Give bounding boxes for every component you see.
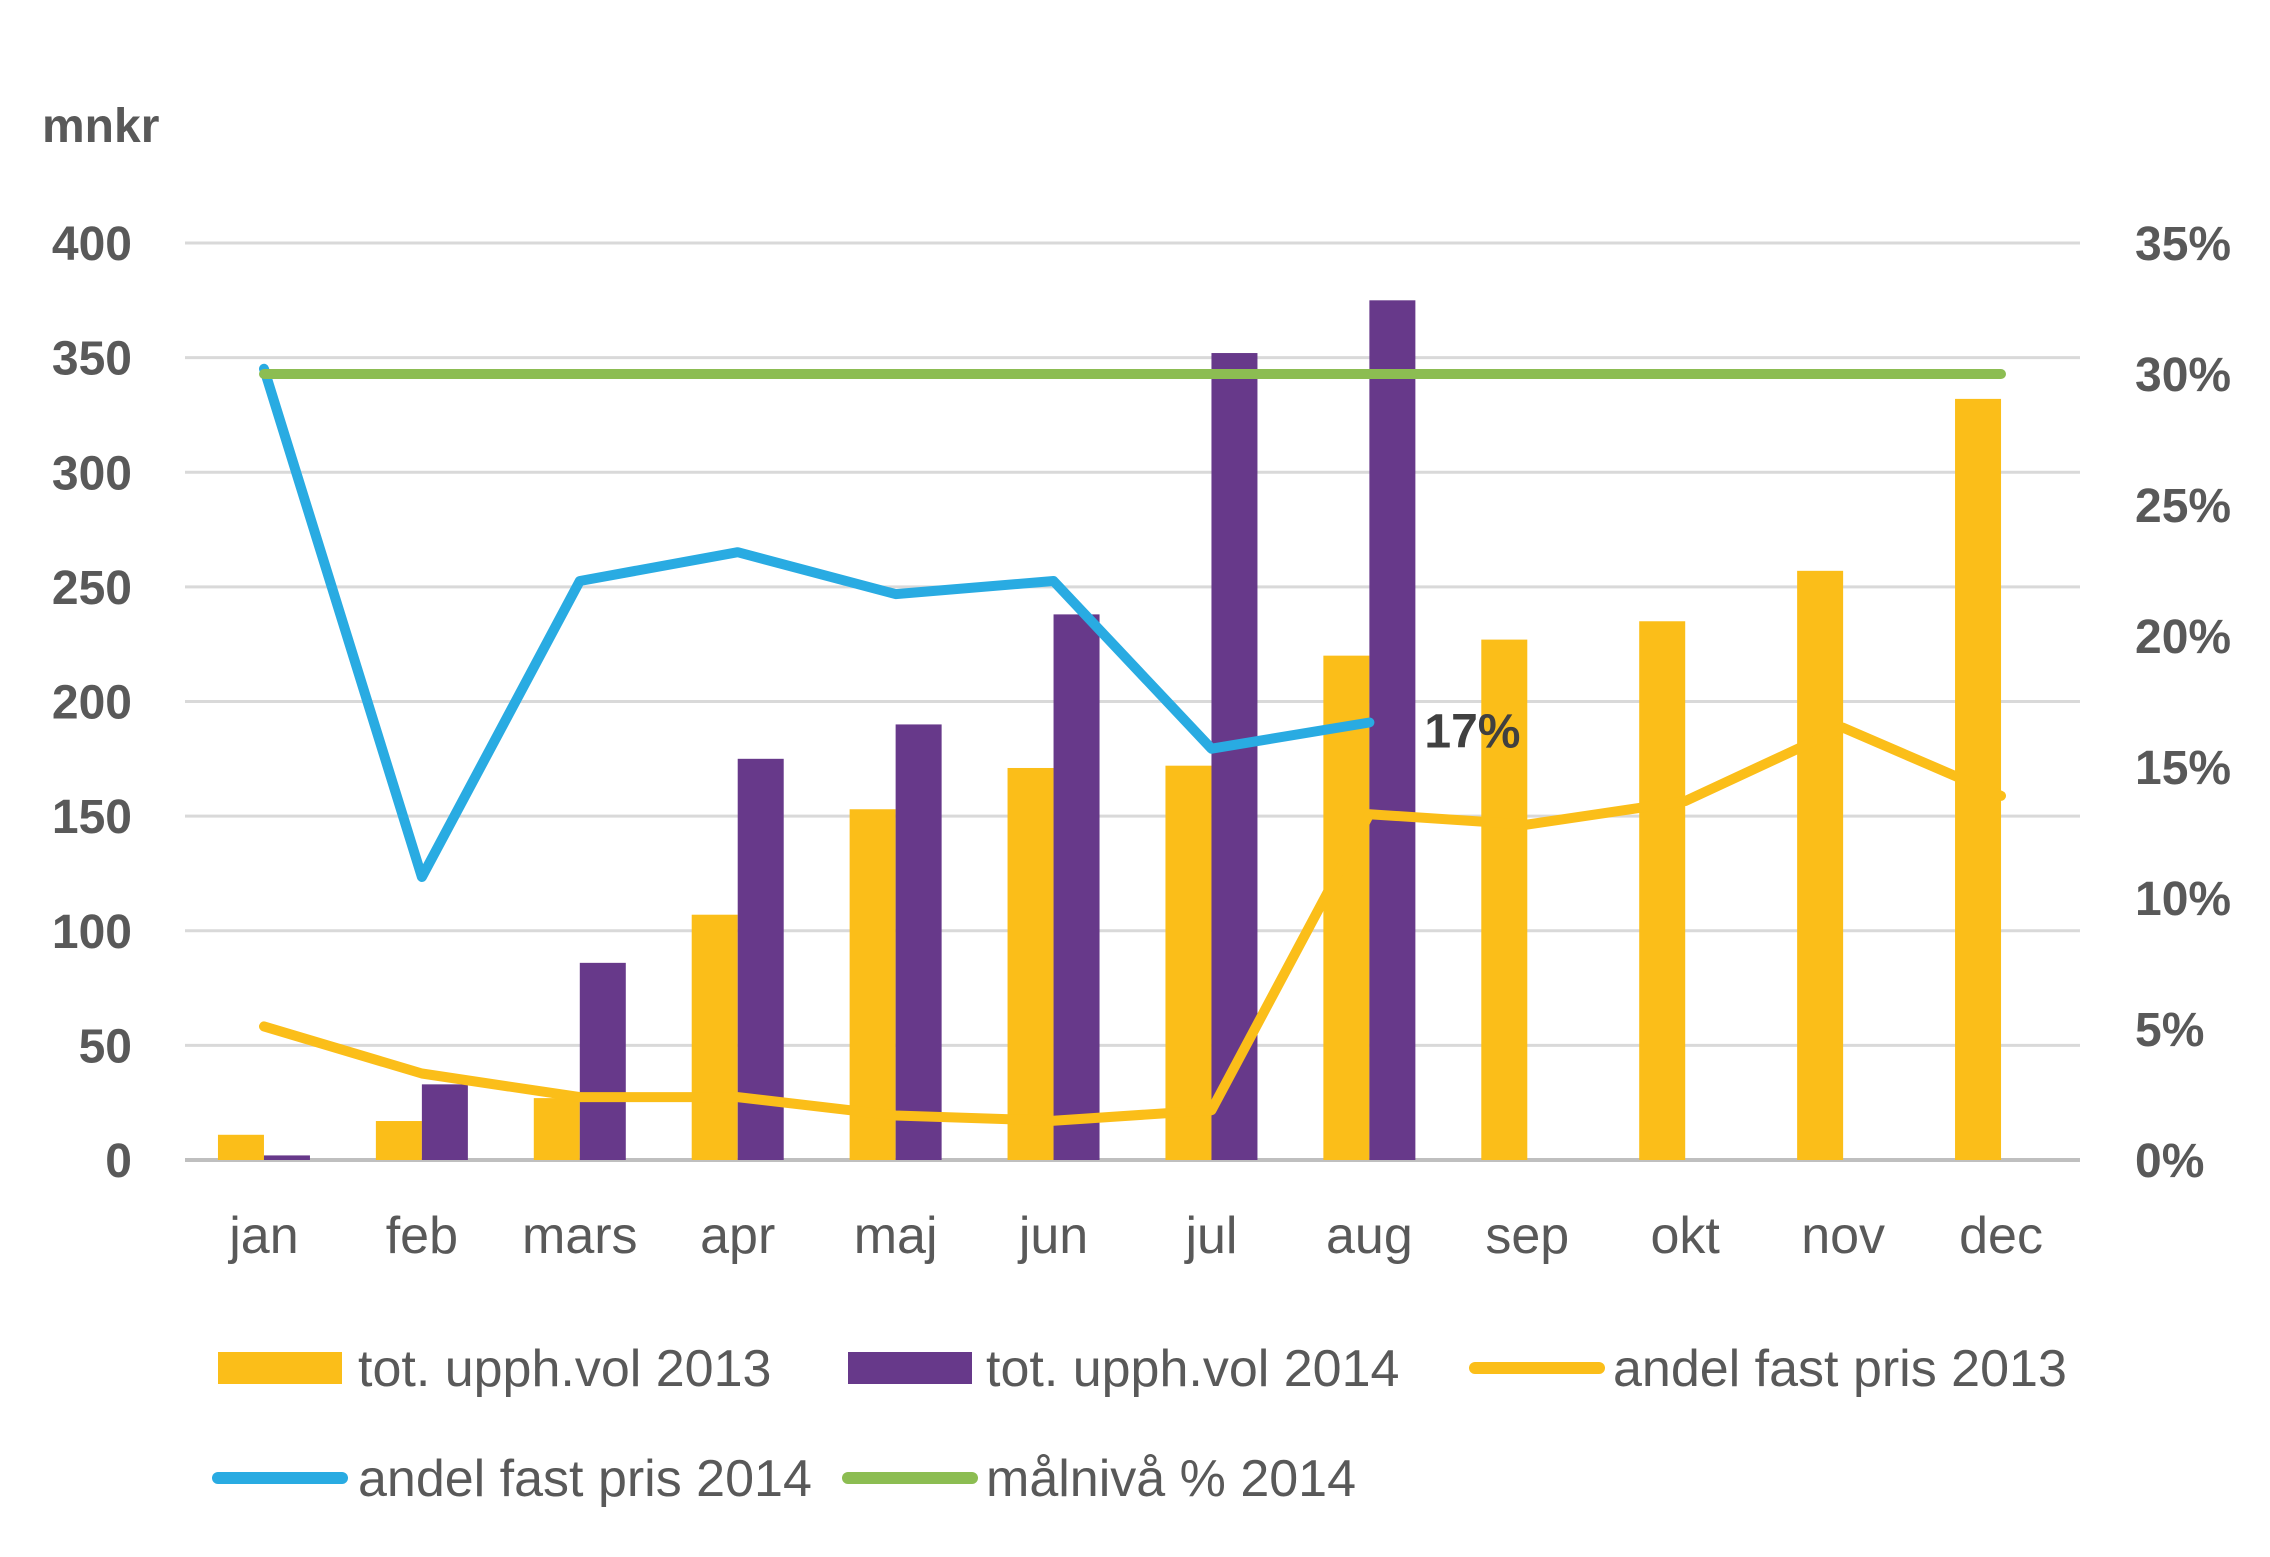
x-axis: jan feb mars apr maj jun jul aug sep okt nov dec bbox=[227, 1207, 2043, 1265]
bar bbox=[895, 724, 942, 1160]
legend-label: tot. upph.vol 2013 bbox=[358, 1340, 771, 1398]
legend-swatch bbox=[848, 1352, 972, 1384]
bar bbox=[1007, 767, 1054, 1160]
x-tick-label: maj bbox=[854, 1207, 938, 1265]
x-tick-label: apr bbox=[700, 1207, 775, 1265]
bar bbox=[1053, 614, 1100, 1160]
bar-series bbox=[217, 300, 2002, 1160]
bar bbox=[217, 1134, 264, 1160]
bar bbox=[263, 1155, 310, 1160]
bar-group bbox=[217, 398, 2002, 1160]
x-tick-label: dec bbox=[1959, 1207, 2043, 1265]
gridlines bbox=[185, 241, 2080, 1162]
y-tick-label: 0 bbox=[105, 1135, 132, 1188]
series-line bbox=[259, 363, 1375, 882]
legend-item: tot. upph.vol 2013 bbox=[218, 1340, 771, 1398]
legend: tot. upph.vol 2013 tot. upph.vol 2014 ande… bbox=[212, 1340, 2067, 1508]
y-tick-label: 300 bbox=[52, 447, 132, 500]
legend-item: andel fast pris 2013 bbox=[1469, 1340, 2067, 1398]
x-tick-label: feb bbox=[386, 1207, 458, 1265]
bar bbox=[421, 1084, 468, 1160]
legend-item: andel fast pris 2014 bbox=[212, 1450, 812, 1508]
legend-label: målnivå % 2014 bbox=[986, 1450, 1356, 1508]
legend-label: tot. upph.vol 2014 bbox=[986, 1340, 1399, 1398]
y-tick-label: 350 bbox=[52, 333, 132, 386]
series-line bbox=[259, 722, 2006, 1126]
y2-tick-label: 20% bbox=[2135, 611, 2231, 664]
bar bbox=[1481, 639, 1528, 1160]
legend-swatch bbox=[218, 1352, 342, 1384]
x-tick-label: sep bbox=[1485, 1207, 1569, 1265]
x-tick-label: nov bbox=[1801, 1207, 1885, 1265]
bar bbox=[1797, 570, 1844, 1160]
bar bbox=[691, 914, 738, 1160]
right-y-axis: 0% 5% 10% 15% 20% 25% 30% 35% bbox=[2135, 218, 2231, 1188]
bar-group bbox=[263, 300, 1416, 1160]
legend-item: tot. upph.vol 2014 bbox=[848, 1340, 1399, 1398]
legend-item: målnivå % 2014 bbox=[842, 1450, 1356, 1508]
y2-tick-label: 5% bbox=[2135, 1004, 2204, 1057]
data-label: 17% bbox=[1424, 705, 1520, 758]
y2-tick-label: 10% bbox=[2135, 873, 2231, 926]
x-tick-label: okt bbox=[1651, 1207, 1721, 1265]
bar bbox=[375, 1121, 422, 1160]
x-tick-label: jun bbox=[1017, 1207, 1088, 1265]
y2-tick-label: 25% bbox=[2135, 480, 2231, 533]
y-tick-label: 50 bbox=[79, 1020, 132, 1073]
x-tick-label: aug bbox=[1326, 1207, 1413, 1265]
x-tick-label: mars bbox=[522, 1207, 638, 1265]
bar bbox=[849, 809, 896, 1160]
line-series bbox=[259, 363, 2006, 1126]
legend-label: andel fast pris 2014 bbox=[358, 1450, 812, 1508]
y2-tick-label: 0% bbox=[2135, 1135, 2204, 1188]
left-y-axis: 0 50 100 150 200 250 300 350 400 bbox=[52, 218, 132, 1188]
annotations: 17% bbox=[1424, 705, 1520, 758]
y-tick-label: 400 bbox=[52, 218, 132, 271]
bar bbox=[1639, 621, 1686, 1160]
y-tick-label: 100 bbox=[52, 906, 132, 959]
y-tick-label: 200 bbox=[52, 677, 132, 730]
x-tick-label: jan bbox=[227, 1207, 298, 1265]
x-tick-label: jul bbox=[1183, 1207, 1237, 1265]
bar bbox=[1211, 353, 1258, 1160]
bar bbox=[533, 1098, 580, 1160]
y-tick-label: 250 bbox=[52, 562, 132, 615]
y-tick-label: 150 bbox=[52, 791, 132, 844]
y2-tick-label: 15% bbox=[2135, 742, 2231, 795]
bar bbox=[579, 962, 626, 1160]
bar bbox=[1323, 655, 1370, 1160]
legend-label: andel fast pris 2013 bbox=[1613, 1340, 2067, 1398]
bar bbox=[1165, 765, 1212, 1160]
bar bbox=[1369, 300, 1416, 1160]
y2-tick-label: 30% bbox=[2135, 349, 2231, 402]
y2-tick-label: 35% bbox=[2135, 218, 2231, 271]
y-axis-unit-label: mnkr bbox=[42, 100, 159, 153]
